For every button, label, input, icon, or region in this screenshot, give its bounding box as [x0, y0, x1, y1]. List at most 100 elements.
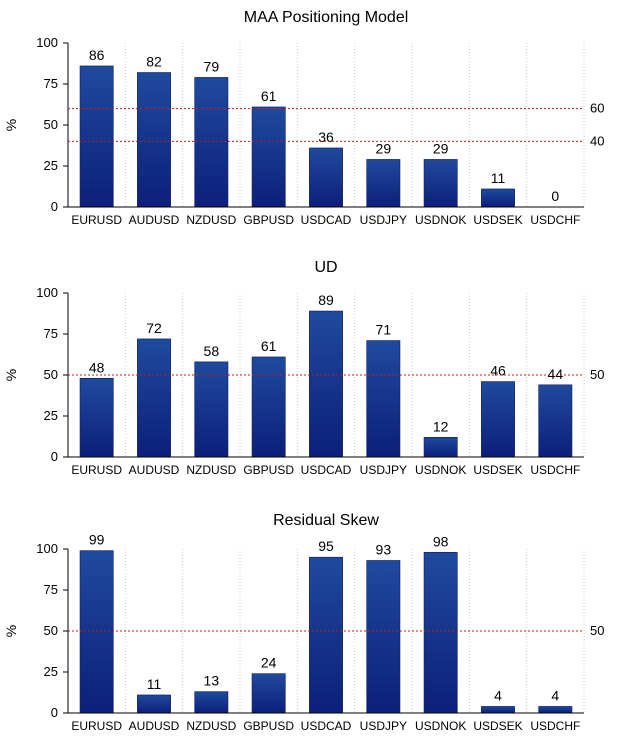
category-label-eurusd: EURUSD — [71, 213, 122, 227]
data-label-eurusd: 86 — [89, 47, 105, 63]
category-label-usdsek: USDSEK — [473, 463, 522, 477]
data-label-usdnok: 29 — [433, 140, 449, 156]
category-label-usdjpy: USDJPY — [360, 719, 407, 733]
data-label-usdchf: 0 — [551, 188, 559, 204]
bar-eurusd — [79, 377, 114, 458]
data-label-usdsek: 46 — [490, 363, 506, 379]
bar-usdcad — [309, 310, 343, 458]
data-label-nzdusd: 13 — [204, 673, 220, 689]
category-label-gbpusd: GBPUSD — [243, 463, 294, 477]
bar-usdjpy — [366, 560, 401, 714]
data-label-usdsek: 4 — [494, 687, 502, 703]
chart-title-1: MAA Positioning Model — [244, 9, 409, 26]
bar-gbpusd — [251, 356, 286, 458]
bar-usdchf — [538, 706, 573, 714]
bar-usdcad — [309, 556, 343, 714]
data-label-usdjpy: 71 — [376, 322, 392, 338]
data-label-usdcad: 95 — [318, 538, 334, 554]
category-label-eurusd: EURUSD — [71, 719, 122, 733]
category-label-audusd: AUDUSD — [129, 463, 180, 477]
chart-panel-2: UD % 0 25 50 75 100 48 EURUSD 72 AUDUSD 58 NZDUSD 6… — [3, 259, 604, 477]
y-tick-label: 0 — [51, 705, 58, 720]
bar-usdnok — [423, 551, 458, 714]
data-label-audusd: 82 — [146, 54, 162, 70]
chart-panel-3: Residual Skew % 0 25 50 75 100 99 EURUSD 11 AUDU… — [3, 512, 604, 733]
chart-title-2: UD — [314, 259, 337, 276]
category-label-usdnok: USDNOK — [415, 719, 466, 733]
data-label-usdnok: 98 — [433, 533, 449, 549]
category-label-usdsek: USDSEK — [473, 213, 522, 227]
bar-usdsek — [481, 188, 515, 208]
category-label-usdcad: USDCAD — [301, 213, 352, 227]
y-axis-label-3: % — [3, 625, 19, 637]
data-label-nzdusd: 58 — [204, 343, 220, 359]
y-tick-label: 25 — [44, 408, 58, 423]
y-tick-label: 100 — [36, 35, 58, 50]
data-label-usdchf: 4 — [551, 687, 559, 703]
bar-gbpusd — [251, 106, 286, 208]
y-tick-label: 75 — [44, 76, 58, 91]
y-tick-label: 100 — [36, 285, 58, 300]
data-label-usdchf: 44 — [548, 366, 564, 382]
y-tick-label: 50 — [44, 367, 58, 382]
category-label-eurusd: EURUSD — [71, 463, 122, 477]
category-label-audusd: AUDUSD — [129, 719, 180, 733]
y-tick-label: 75 — [44, 326, 58, 341]
y-axis-label-1: % — [3, 119, 19, 131]
bar-nzdusd — [194, 361, 229, 458]
category-label-audusd: AUDUSD — [129, 213, 180, 227]
bar-usdnok — [423, 159, 458, 208]
reference-label-60: 60 — [590, 101, 604, 116]
reference-label-50: 50 — [590, 623, 604, 638]
bar-nzdusd — [194, 77, 229, 208]
bar-audusd — [137, 72, 171, 208]
category-label-usdnok: USDNOK — [415, 213, 466, 227]
reference-label-40: 40 — [590, 133, 604, 148]
bar-eurusd — [79, 550, 114, 714]
data-label-usdjpy: 93 — [376, 541, 392, 557]
bar-audusd — [137, 338, 171, 458]
category-label-usdchf: USDCHF — [530, 463, 580, 477]
bar-usdcad — [309, 147, 343, 208]
data-label-audusd: 72 — [146, 320, 162, 336]
category-label-usdsek: USDSEK — [473, 719, 522, 733]
data-label-gbpusd: 61 — [261, 88, 277, 104]
category-label-usdchf: USDCHF — [530, 719, 580, 733]
y-tick-label: 25 — [44, 664, 58, 679]
data-label-usdcad: 89 — [318, 292, 334, 308]
y-tick-label: 0 — [51, 449, 58, 464]
y-tick-label: 50 — [44, 623, 58, 638]
data-label-usdjpy: 29 — [376, 140, 392, 156]
bar-usdjpy — [366, 159, 401, 208]
bar-usdnok — [423, 437, 458, 458]
category-label-nzdusd: NZDUSD — [186, 463, 236, 477]
bar-gbpusd — [251, 673, 286, 714]
bar-usdsek — [481, 381, 515, 458]
data-label-usdsek: 11 — [491, 170, 506, 186]
category-label-nzdusd: NZDUSD — [186, 213, 236, 227]
chart-title-3: Residual Skew — [273, 512, 379, 529]
y-tick-label: 100 — [36, 541, 58, 556]
category-label-usdjpy: USDJPY — [360, 463, 407, 477]
category-label-usdcad: USDCAD — [301, 463, 352, 477]
bar-audusd — [137, 694, 171, 714]
bar-usdsek — [481, 706, 515, 714]
data-label-eurusd: 48 — [89, 359, 105, 375]
category-label-usdcad: USDCAD — [301, 719, 352, 733]
y-tick-label: 25 — [44, 158, 58, 173]
category-label-usdjpy: USDJPY — [360, 213, 407, 227]
bar-eurusd — [79, 65, 114, 208]
data-label-gbpusd: 61 — [261, 338, 277, 354]
category-label-usdchf: USDCHF — [530, 213, 580, 227]
reference-label-50: 50 — [590, 367, 604, 382]
y-tick-label: 50 — [44, 117, 58, 132]
data-label-gbpusd: 24 — [261, 655, 277, 671]
category-label-nzdusd: NZDUSD — [186, 719, 236, 733]
bar-nzdusd — [194, 691, 229, 714]
data-label-usdnok: 12 — [433, 418, 449, 434]
bar-usdjpy — [366, 340, 401, 458]
y-tick-label: 0 — [51, 199, 58, 214]
data-label-usdcad: 36 — [318, 129, 334, 145]
data-label-nzdusd: 79 — [204, 58, 220, 74]
